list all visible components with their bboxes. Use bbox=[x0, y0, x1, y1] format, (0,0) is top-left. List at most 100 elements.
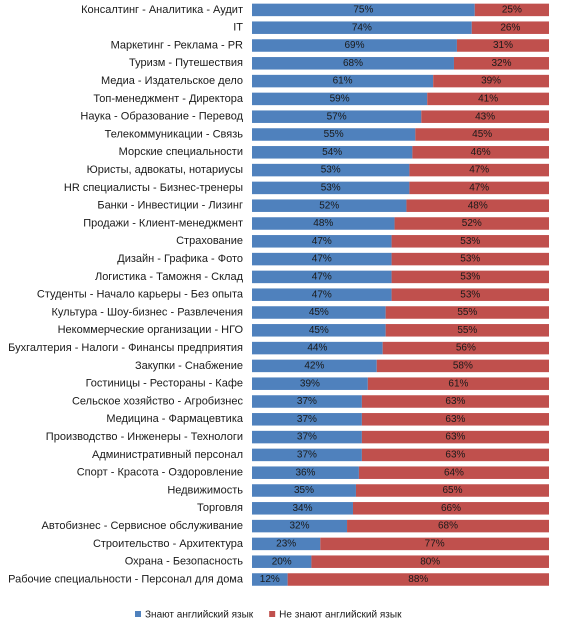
y-tick-label: Маркетинг - Реклама - PR bbox=[111, 39, 243, 51]
value-label: 56% bbox=[456, 343, 476, 354]
bar-segment bbox=[367, 377, 549, 390]
bar-segment bbox=[409, 163, 549, 177]
bar-segment bbox=[406, 199, 549, 212]
value-label: 47% bbox=[312, 254, 332, 265]
value-label: 53% bbox=[460, 272, 480, 283]
y-tick-label: Автобизнес - Сервисное обслуживание bbox=[42, 520, 243, 532]
value-label: 58% bbox=[453, 361, 473, 372]
y-tick-label: Банки - Инвестиции - Лизинг bbox=[97, 200, 243, 212]
value-label: 52% bbox=[462, 218, 482, 229]
bar-segment bbox=[252, 163, 410, 177]
bar-segment bbox=[252, 57, 454, 70]
y-tick-label: Сельское хозяйство - Агробизнес bbox=[72, 395, 244, 407]
legend-marker bbox=[135, 611, 141, 617]
value-label: 20% bbox=[272, 556, 292, 567]
bar-segment bbox=[361, 395, 549, 408]
value-label: 68% bbox=[343, 58, 363, 69]
y-tick-label: Рабочие специальности - Персонал для дом… bbox=[8, 573, 244, 585]
bar-segment bbox=[252, 288, 392, 301]
y-tick-label: IT bbox=[233, 22, 243, 34]
value-label: 74% bbox=[352, 22, 372, 33]
value-label: 52% bbox=[319, 200, 339, 211]
bar-segment bbox=[427, 92, 549, 106]
y-tick-label: Медицина - Фармацевтика bbox=[106, 413, 244, 425]
bar-segment bbox=[252, 3, 475, 17]
value-label: 63% bbox=[445, 432, 465, 443]
value-label: 43% bbox=[475, 111, 495, 122]
bar-segment bbox=[385, 324, 549, 337]
bar-segment bbox=[252, 537, 321, 551]
bar-segment bbox=[456, 39, 549, 52]
legend-marker bbox=[269, 611, 276, 617]
value-label: 47% bbox=[312, 236, 332, 247]
value-label: 88% bbox=[408, 574, 428, 585]
y-tick-label: Производство - Инженеры - Технологи bbox=[46, 431, 243, 443]
bar-segment bbox=[252, 270, 392, 284]
value-label: 75% bbox=[353, 5, 373, 16]
y-tick-label: Логистика - Таможня - Склад bbox=[95, 271, 244, 283]
bar-segment bbox=[252, 413, 362, 426]
bar-segment bbox=[252, 430, 362, 444]
bar-segment bbox=[361, 430, 549, 444]
y-tick-label: Туризм - Путешествия bbox=[129, 57, 243, 69]
bar-segment bbox=[252, 199, 407, 212]
value-label: 63% bbox=[445, 414, 465, 425]
value-label: 68% bbox=[438, 521, 458, 532]
bar-segment bbox=[252, 128, 416, 141]
value-label: 59% bbox=[330, 94, 350, 105]
y-tick-label: Студенты - Начало карьеры - Без опыта bbox=[37, 289, 244, 301]
value-label: 53% bbox=[321, 183, 341, 194]
value-label: 37% bbox=[297, 432, 317, 443]
y-tick-label: Торговля bbox=[197, 502, 243, 514]
y-tick-label: Страхование bbox=[176, 235, 243, 247]
y-tick-label: Административный персонал bbox=[92, 449, 243, 461]
y-tick-label: Наука - Образование - Перевод bbox=[80, 111, 243, 123]
value-label: 41% bbox=[478, 94, 498, 105]
value-label: 54% bbox=[322, 147, 342, 158]
value-label: 42% bbox=[304, 361, 324, 372]
bar-segment bbox=[252, 92, 428, 106]
y-tick-label: Дизайн - Графика - Фото bbox=[117, 253, 243, 265]
bar-segment bbox=[252, 252, 392, 266]
value-label: 44% bbox=[307, 343, 327, 354]
value-label: 26% bbox=[500, 22, 520, 33]
bar-segment bbox=[252, 74, 434, 88]
bar-segment bbox=[252, 235, 392, 248]
bar-segment bbox=[252, 573, 288, 586]
bar-segment bbox=[453, 57, 549, 70]
value-label: 61% bbox=[448, 378, 468, 389]
bar-segment bbox=[415, 128, 549, 141]
bar-segment bbox=[347, 519, 549, 533]
value-label: 53% bbox=[460, 254, 480, 265]
bar-segment bbox=[421, 110, 549, 123]
value-label: 37% bbox=[297, 396, 317, 407]
value-label: 47% bbox=[469, 165, 489, 176]
y-tick-label: Спорт - Красота - Оздоровление bbox=[77, 467, 243, 479]
bar-segment bbox=[311, 555, 549, 568]
value-label: 57% bbox=[327, 111, 347, 122]
y-tick-label: Телекоммуникации - Связь bbox=[105, 128, 244, 140]
y-tick-label: Медиа - Издательское дело bbox=[101, 75, 243, 87]
bar-segment bbox=[382, 341, 549, 355]
value-label: 48% bbox=[313, 218, 333, 229]
value-label: 47% bbox=[312, 272, 332, 283]
y-tick-label: Топ-менеджмент - Директора bbox=[93, 93, 243, 105]
value-label: 63% bbox=[445, 396, 465, 407]
bar-segment bbox=[320, 537, 549, 551]
value-label: 25% bbox=[502, 5, 522, 16]
bar-segment bbox=[471, 21, 549, 34]
value-label: 53% bbox=[460, 289, 480, 300]
bar-segment bbox=[376, 359, 549, 373]
value-label: 55% bbox=[457, 325, 477, 336]
value-label: 45% bbox=[309, 307, 329, 318]
value-label: 32% bbox=[290, 521, 310, 532]
value-label: 66% bbox=[441, 503, 461, 514]
bar-segment bbox=[355, 484, 549, 497]
bar-segment bbox=[385, 306, 549, 319]
value-label: 65% bbox=[442, 485, 462, 496]
bar-segment bbox=[252, 555, 312, 568]
value-label: 69% bbox=[344, 40, 364, 51]
value-label: 31% bbox=[493, 40, 513, 51]
bar-segment bbox=[252, 110, 422, 123]
value-label: 34% bbox=[292, 503, 312, 514]
